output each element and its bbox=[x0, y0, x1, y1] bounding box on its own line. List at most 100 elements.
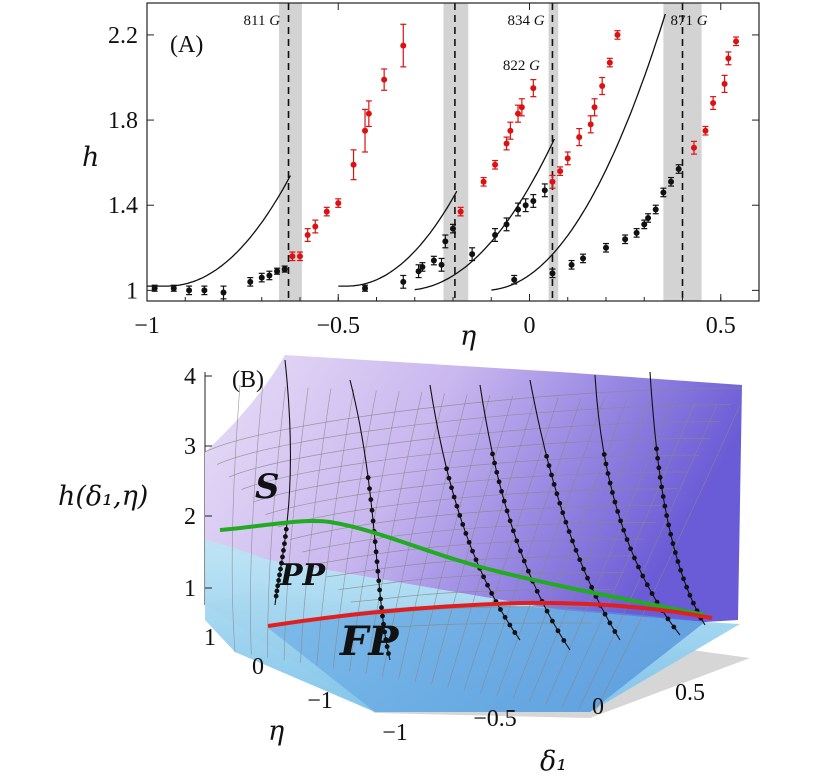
trajectory-point bbox=[602, 611, 608, 617]
trajectory-point bbox=[561, 638, 567, 643]
x-axis-label: η bbox=[460, 321, 476, 352]
data-point bbox=[323, 206, 330, 217]
z-tick-label: 4 bbox=[184, 364, 196, 390]
data-point bbox=[503, 136, 510, 151]
surface-back bbox=[205, 355, 742, 622]
data-point bbox=[668, 176, 675, 187]
trajectory-point bbox=[573, 547, 579, 553]
z-axis-label: h(δ₁,η) bbox=[58, 481, 148, 512]
data-point bbox=[557, 166, 564, 177]
trajectory-point bbox=[501, 498, 507, 504]
data-point bbox=[281, 265, 288, 273]
data-point bbox=[591, 98, 598, 117]
trajectory-point bbox=[518, 548, 523, 554]
trajectory-point bbox=[655, 455, 661, 461]
trajectory-point bbox=[560, 510, 566, 516]
mesh-line bbox=[414, 394, 491, 683]
trajectory-point bbox=[610, 490, 615, 495]
mesh-line bbox=[316, 389, 354, 666]
mesh-line bbox=[512, 400, 627, 699]
trajectory-point bbox=[551, 481, 557, 487]
mesh-line bbox=[326, 555, 635, 578]
trajectory-point bbox=[485, 582, 490, 588]
trajectory-point bbox=[281, 547, 286, 553]
mesh-line bbox=[216, 404, 732, 465]
mesh-line bbox=[229, 421, 721, 478]
data-point bbox=[170, 284, 177, 292]
data-point bbox=[568, 259, 575, 270]
delta-tick-label: −1 bbox=[382, 720, 408, 746]
delta-tick-label: −0.5 bbox=[473, 706, 517, 732]
trajectory-point bbox=[570, 538, 575, 544]
trajectory-point bbox=[549, 472, 554, 478]
trajectory-point bbox=[451, 494, 457, 500]
threshold-band bbox=[443, 3, 469, 301]
mesh-line bbox=[545, 402, 673, 704]
trajectory-point bbox=[672, 550, 678, 555]
data-point bbox=[492, 228, 499, 242]
z-tick-label: 1 bbox=[184, 576, 196, 602]
trajectory-point bbox=[278, 566, 283, 572]
trajectory-point bbox=[504, 508, 510, 514]
trajectory-curve bbox=[479, 384, 571, 651]
mesh-line bbox=[300, 388, 332, 663]
data-point bbox=[541, 183, 548, 198]
data-point bbox=[247, 276, 254, 287]
trajectory-point bbox=[375, 568, 381, 574]
trajectory-point bbox=[386, 651, 391, 656]
trajectory-point bbox=[670, 541, 676, 546]
trajectory-point bbox=[621, 527, 627, 533]
trajectory-curve bbox=[429, 384, 521, 641]
trajectory-point bbox=[546, 463, 552, 469]
x-tick-label: −1 bbox=[134, 313, 160, 339]
y-tick-label: 1.4 bbox=[108, 193, 138, 219]
x-tick-label: 0 bbox=[524, 313, 536, 339]
trajectory-point bbox=[502, 614, 508, 620]
trajectory-point bbox=[654, 446, 659, 452]
trajectory-point bbox=[377, 587, 383, 593]
data-point bbox=[442, 234, 449, 249]
panel-b: S PP FP 1 2 3 4 −1 −0.5 0 0.5 1 0 −1 (B) h(δ₁,η)… bbox=[58, 355, 750, 777]
trajectory-point bbox=[563, 519, 569, 525]
panel-a: −1 −0.5 0 0.5 1 1.4 1.8 2.2 811 G 822 G 834 G 871 … bbox=[82, 2, 760, 352]
trajectory-point bbox=[585, 575, 590, 581]
fit-curve bbox=[338, 190, 458, 287]
eta-tick-label: 1 bbox=[204, 625, 216, 651]
data-point bbox=[576, 127, 583, 147]
trajectory-point bbox=[277, 572, 282, 578]
data-point bbox=[530, 193, 537, 208]
threshold-band bbox=[278, 3, 302, 301]
trajectory-point bbox=[605, 471, 611, 476]
panel-a-label: (A) bbox=[170, 32, 203, 58]
trajectory-point bbox=[499, 488, 504, 494]
mesh-line bbox=[338, 572, 625, 590]
mesh-line bbox=[561, 403, 695, 707]
data-point bbox=[690, 140, 697, 155]
mesh-line bbox=[447, 396, 536, 688]
trajectory-point bbox=[444, 466, 450, 472]
trajectory-point bbox=[671, 624, 677, 630]
trajectory-point bbox=[492, 460, 497, 466]
data-point bbox=[606, 57, 613, 68]
x-tick-label: −0.5 bbox=[316, 313, 360, 339]
data-point bbox=[587, 115, 594, 134]
trajectory-point bbox=[463, 531, 469, 536]
trajectory-point bbox=[507, 622, 513, 628]
trajectory-point bbox=[612, 629, 618, 634]
z-axis-ticks: 1 2 3 4 bbox=[184, 364, 212, 602]
trajectory-point bbox=[379, 605, 384, 611]
threshold-label: 871 G bbox=[671, 13, 708, 29]
trajectory-point bbox=[649, 591, 655, 596]
trajectory-point bbox=[514, 538, 520, 544]
data-point bbox=[518, 98, 525, 117]
trajectory-point bbox=[624, 537, 630, 542]
trajectory-point bbox=[675, 559, 681, 564]
data-point bbox=[511, 274, 518, 285]
data-point bbox=[266, 270, 273, 281]
data-point bbox=[312, 219, 319, 234]
mesh-line bbox=[302, 521, 657, 553]
threshold-label: 822 G bbox=[503, 58, 540, 74]
data-point bbox=[503, 217, 510, 232]
trajectory-point bbox=[460, 522, 466, 527]
mesh-line bbox=[529, 401, 650, 702]
